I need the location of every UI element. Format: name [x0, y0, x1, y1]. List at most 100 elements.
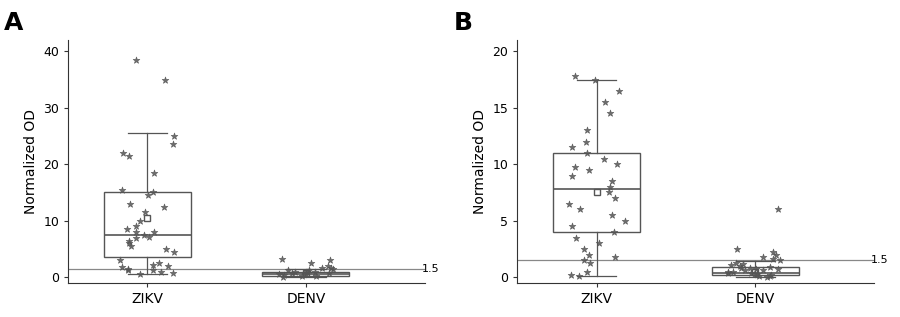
Point [744, 270, 759, 275]
Point [124, 243, 139, 249]
Point [122, 241, 137, 246]
Point [120, 227, 134, 232]
Point [310, 274, 324, 279]
Point [115, 151, 130, 156]
Point [112, 258, 127, 263]
Point [737, 268, 751, 273]
Point [141, 193, 156, 198]
Point [299, 272, 313, 277]
Point [277, 272, 292, 277]
Point [763, 274, 778, 279]
Point [601, 190, 616, 195]
Point [750, 271, 764, 276]
Point [765, 250, 779, 255]
Point [161, 263, 176, 268]
Point [159, 246, 174, 251]
Point [569, 235, 583, 240]
Point [129, 235, 143, 240]
Point [612, 88, 626, 94]
Point [133, 272, 148, 277]
Point [766, 256, 780, 262]
Point [323, 258, 338, 263]
Point [154, 269, 168, 274]
Point [583, 260, 598, 265]
Text: A: A [4, 11, 23, 35]
Point [770, 207, 785, 212]
Point [610, 162, 625, 167]
Point [314, 266, 328, 271]
Point [141, 234, 156, 239]
Point [607, 230, 621, 235]
Point [572, 274, 587, 279]
Point [326, 266, 340, 271]
Point [568, 74, 582, 79]
Point [721, 269, 735, 274]
Point [603, 184, 617, 189]
Point [770, 252, 784, 257]
Point [129, 57, 143, 62]
Point [734, 266, 748, 271]
Point [725, 269, 740, 274]
Point [272, 271, 286, 276]
Point [123, 201, 138, 206]
Point [147, 230, 161, 235]
Point [760, 274, 775, 279]
Point [756, 254, 770, 259]
Point [121, 267, 135, 272]
Point [132, 218, 147, 223]
Point [577, 246, 591, 251]
Point [121, 266, 135, 271]
Point [572, 207, 587, 212]
Point [581, 252, 596, 257]
Point [138, 210, 152, 215]
Point [617, 218, 632, 223]
Point [588, 77, 602, 82]
Point [742, 266, 757, 271]
Text: 1.5: 1.5 [421, 264, 439, 274]
Point [166, 142, 180, 147]
Text: 1.5: 1.5 [871, 255, 888, 265]
Point [562, 201, 576, 206]
Point [736, 261, 751, 266]
Point [157, 204, 171, 209]
Point [114, 187, 129, 192]
Point [275, 274, 290, 279]
Point [300, 269, 314, 274]
Point [580, 151, 594, 156]
Point [730, 246, 744, 251]
Point [603, 111, 617, 116]
Point [724, 262, 738, 267]
Point [763, 272, 778, 277]
Point [158, 77, 172, 82]
Point [581, 167, 596, 172]
Point [762, 264, 777, 269]
Point [122, 153, 136, 158]
Point [321, 263, 336, 268]
Point [597, 156, 611, 161]
Point [324, 265, 338, 270]
Point [605, 212, 619, 217]
Point [771, 267, 786, 272]
Point [592, 241, 607, 246]
Point [748, 271, 762, 276]
Point [146, 190, 160, 195]
Point [152, 261, 166, 266]
Point [565, 173, 580, 178]
Point [568, 164, 582, 169]
Point [564, 145, 579, 150]
Point [147, 170, 161, 175]
Point [565, 224, 580, 229]
Point [115, 264, 130, 269]
Point [288, 269, 302, 274]
Point [167, 249, 182, 254]
Point [721, 270, 735, 275]
Point [733, 263, 747, 268]
Point [295, 273, 310, 278]
Point [129, 230, 143, 235]
Point [580, 128, 594, 133]
Point [308, 269, 322, 275]
Point [580, 269, 594, 274]
Point [129, 224, 143, 229]
Point [749, 267, 763, 272]
Point [608, 196, 622, 201]
